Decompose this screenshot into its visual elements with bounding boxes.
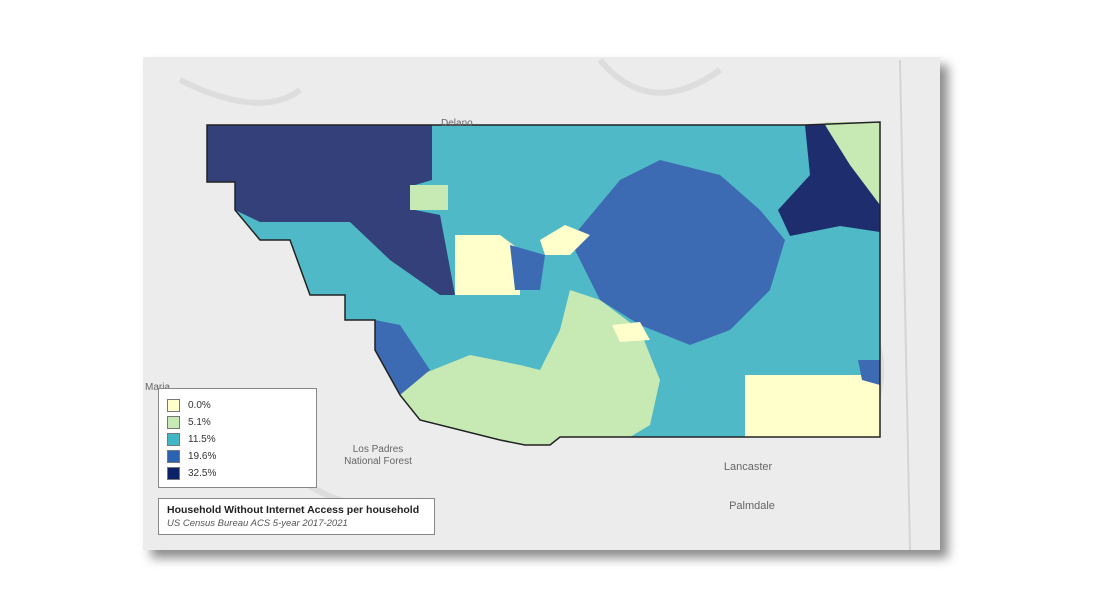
map-source: US Census Bureau ACS 5-year 2017-2021 [167, 518, 348, 529]
legend-item: 0.0% [167, 397, 308, 414]
legend-swatch [167, 450, 180, 463]
region [510, 245, 545, 290]
region [207, 125, 455, 295]
legend-label: 0.0% [188, 400, 211, 411]
region [612, 322, 650, 342]
region [570, 160, 785, 345]
map-card: Delano Maria Los Padres National Forest … [143, 57, 940, 550]
legend-swatch [167, 467, 180, 480]
legend-label: 19.6% [188, 451, 217, 462]
legend: 0.0% 5.1% 11.5% 19.6% 32.5% [158, 388, 317, 488]
region [400, 290, 660, 445]
place-label: Maria [145, 382, 170, 393]
map-title: Household Without Internet Access per ho… [167, 504, 420, 516]
region [858, 360, 880, 385]
region [540, 225, 590, 255]
place-label: Delano [441, 118, 473, 129]
legend-item: 5.1% [167, 414, 308, 431]
region [410, 185, 448, 210]
map: Delano Maria Los Padres National Forest … [145, 58, 911, 550]
road [899, 59, 911, 550]
place-label: National Forest [344, 456, 412, 467]
place-label: Los Padres [353, 444, 404, 455]
info-box: Household Without Internet Access per ho… [158, 498, 435, 535]
county-outline [206, 121, 881, 446]
legend-item: 32.5% [167, 465, 308, 482]
legend-swatch [167, 399, 180, 412]
legend-item: 19.6% [167, 448, 308, 465]
legend-swatch [167, 416, 180, 429]
map-layer: Delano Maria Los Padres National Forest … [145, 58, 911, 550]
legend-swatch [167, 433, 180, 446]
region [745, 375, 880, 437]
place-label: Lancaster [724, 461, 773, 473]
legend-label: 5.1% [188, 417, 211, 428]
legend-label: 32.5% [188, 468, 217, 479]
region [375, 320, 430, 395]
region [455, 235, 520, 295]
region [778, 125, 880, 236]
legend-item: 11.5% [167, 431, 308, 448]
terrain [178, 58, 885, 510]
place-label: Palmdale [729, 500, 775, 512]
legend-label: 11.5% [188, 434, 216, 445]
